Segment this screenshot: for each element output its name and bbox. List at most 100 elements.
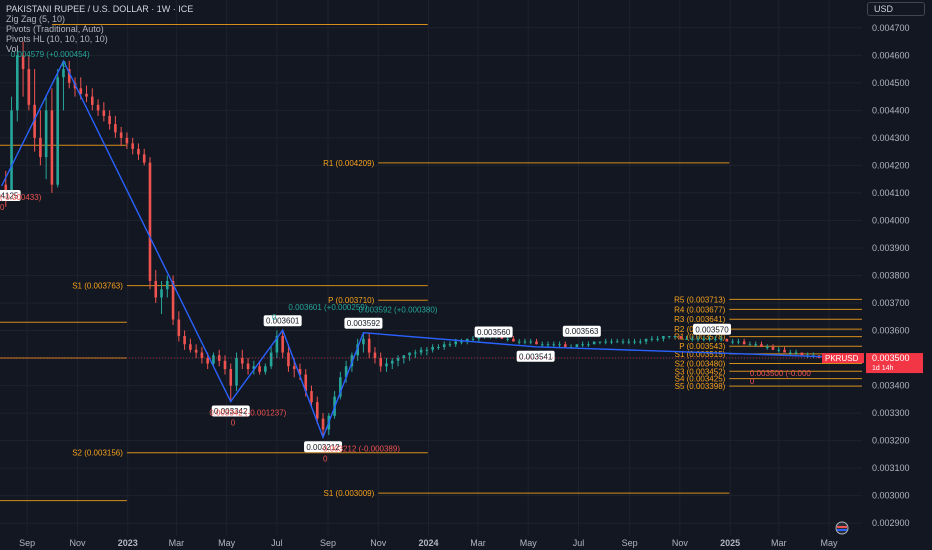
swing-label-value: 0.003570 xyxy=(695,325,729,334)
candle-body xyxy=(575,344,579,348)
zigzag-change-text: 0.003601 (+0.000259) xyxy=(288,303,367,312)
candle-body xyxy=(67,69,71,83)
pivot-label: R1 (0.004209) xyxy=(323,159,374,168)
candle-body xyxy=(760,344,763,348)
candle-body xyxy=(160,289,163,298)
candle-body xyxy=(33,104,36,138)
candle-body xyxy=(731,341,734,343)
last-price-tag xyxy=(866,353,923,374)
time-tick-label: Jul xyxy=(573,538,585,548)
chart-legend: PAKISTANI RUPEE / U.S. DOLLAR · 1W · ICE… xyxy=(6,4,193,54)
indicator-vol[interactable]: Vol xyxy=(6,44,19,54)
candle-body xyxy=(79,88,83,94)
pivot-label: R3 (0.003641) xyxy=(674,315,725,324)
candle-body xyxy=(85,93,88,97)
price-tick-label: 0.004500 xyxy=(872,78,910,88)
zigzag-pivot-label-value: 0.003342 xyxy=(214,407,248,416)
price-tick-label: 0.004300 xyxy=(872,133,910,143)
time-tick-label: Nov xyxy=(672,538,689,548)
candle-body xyxy=(131,143,134,149)
candle-body xyxy=(679,336,682,339)
candle-body xyxy=(229,369,233,386)
price-tick-label: 0.002900 xyxy=(872,518,910,528)
candle-body xyxy=(356,344,359,356)
time-tick-label: Mar xyxy=(771,538,787,548)
time-tick-label: Mar xyxy=(169,538,185,548)
currency-button[interactable]: USD xyxy=(867,2,925,16)
price-tick-label: 0.003900 xyxy=(872,243,910,253)
symbol-title[interactable]: PAKISTANI RUPEE / U.S. DOLLAR · 1W · ICE xyxy=(6,4,194,14)
zigzag-pivot-label-value: 0.003592 xyxy=(347,319,381,328)
candle-body xyxy=(194,349,198,353)
candle-body xyxy=(189,344,192,350)
price-tick-label: 0.004700 xyxy=(872,23,910,33)
candle-body xyxy=(137,148,140,155)
candle-body xyxy=(546,344,550,346)
candle-body xyxy=(102,110,106,116)
symbol-tag xyxy=(822,353,864,364)
candle-body xyxy=(714,338,717,340)
candle-body xyxy=(39,137,42,158)
candle-body xyxy=(108,115,111,125)
zigzag-change-text: 0.004579 (+0.000454) xyxy=(11,50,90,59)
zigzag-change-text: 0.003212 (-0.000389) xyxy=(323,444,400,453)
candle-body xyxy=(633,341,636,343)
price-tick-label: 0.003000 xyxy=(872,491,910,501)
candle-body xyxy=(696,338,700,340)
indicator-pivots[interactable]: Pivots (Traditional, Auto) xyxy=(6,24,104,34)
candle-body xyxy=(419,349,423,353)
zigzag-pivot-label-box xyxy=(211,405,250,417)
price-tick-label: 0.003300 xyxy=(872,408,910,418)
candle-body xyxy=(535,341,538,345)
time-tick-label: Nov xyxy=(69,538,86,548)
candle-body xyxy=(437,347,440,349)
swing-label-box xyxy=(562,325,601,337)
pivot-label: S2 (0.003480) xyxy=(675,360,726,369)
zigzag-change-text: 0.003592 (+0.000380) xyxy=(358,306,437,315)
zigzag-pivot-label-box xyxy=(516,350,555,362)
zigzag-pivot-label-value: 0.003541 xyxy=(519,352,553,361)
zigzag-pivot-label-value: 0.004125 xyxy=(0,192,19,201)
candle-body xyxy=(506,338,509,340)
candle-body xyxy=(431,347,434,350)
candle-body xyxy=(529,341,533,343)
candle-body xyxy=(685,338,688,340)
candle-body xyxy=(408,352,411,356)
pivot-label: S4 (0.003425) xyxy=(675,375,726,384)
candle-body xyxy=(460,341,463,343)
candle-body xyxy=(425,349,429,351)
candle-body xyxy=(748,344,752,346)
indicator-pivots-hl[interactable]: Pivots HL (10, 10, 10, 10) xyxy=(6,34,108,44)
indicator-zigzag[interactable]: Zig Zag (5, 10) xyxy=(6,14,66,24)
candle-body xyxy=(737,341,740,343)
candle-body xyxy=(650,338,654,340)
candle-body xyxy=(558,344,561,346)
candle-body xyxy=(310,391,313,403)
zigzag-indicator: 0.004125 0.003342 0.003601 0.003212 0.003592… xyxy=(0,50,863,463)
price-tick-label: 0.004400 xyxy=(872,105,910,115)
candle-body xyxy=(154,280,158,298)
flag-icon[interactable] xyxy=(835,521,849,535)
candle-body xyxy=(96,104,100,111)
candle-body xyxy=(16,55,19,111)
time-tick-label: Sep xyxy=(19,538,35,548)
candle-body xyxy=(21,55,25,70)
candle-body xyxy=(235,358,238,386)
candle-body xyxy=(794,352,798,354)
price-tick-label: 0.004600 xyxy=(872,50,910,60)
candle-body xyxy=(662,336,665,339)
candle-body xyxy=(177,319,181,337)
candle-body xyxy=(656,338,659,340)
candle-body xyxy=(442,344,446,348)
zigzag-pivot-label-value: 0.003212 xyxy=(306,443,340,452)
time-axis[interactable]: Sep Nov 2023 Mar May Jul Sep Nov 2024 Mar May Jul Se… xyxy=(19,538,838,548)
zigzag-line xyxy=(0,59,863,440)
pivot-label: S1 (0.003009) xyxy=(324,489,375,498)
candle-body xyxy=(800,352,804,356)
time-tick-label: May xyxy=(520,538,538,548)
time-tick-label: Sep xyxy=(622,538,638,548)
time-tick-label: 2024 xyxy=(419,538,439,548)
candle-body xyxy=(448,344,452,346)
zigzag-change-text: 0 xyxy=(231,419,236,428)
